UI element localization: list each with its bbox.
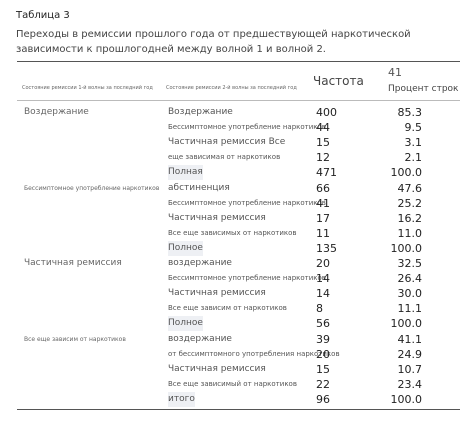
row-label: еще зависимая от наркотиков [168, 153, 281, 162]
frequency: 400 [316, 106, 337, 119]
frequency: 12 [316, 151, 330, 165]
row-label: воздержание [168, 258, 232, 268]
group-label: Частичная ремиссия [24, 258, 122, 268]
header-cell: Состояние ремиссии 2-й волны за последни… [166, 85, 297, 91]
frequency: 15 [316, 136, 330, 150]
row-label: от бессимптомного употребления наркотико… [168, 349, 340, 358]
frequency: 14 [316, 287, 330, 301]
row-label: Частичная ремиссия Все [168, 137, 286, 148]
row-label: Воздержание [168, 107, 233, 117]
row-percent: 100.0 [390, 166, 423, 180]
frequency: 20 [316, 257, 330, 270]
row-label: Все еще зависимых от наркотиков [168, 228, 297, 237]
row-label: Полное [168, 240, 203, 256]
header-cell: Процент строк [388, 84, 459, 94]
frequency: 20 [316, 347, 330, 361]
frequency: 66 [316, 181, 330, 195]
group-label: Бессимптомное употребление наркотиков [24, 184, 160, 192]
frequency: 15 [316, 362, 330, 376]
frequency: 39 [316, 332, 330, 346]
group-label: Воздержание [24, 107, 89, 117]
rule [17, 100, 460, 101]
row-percent: 100.0 [390, 317, 423, 331]
header-cell: Частота [313, 74, 364, 88]
frequency: 135 [316, 241, 337, 255]
row-percent: 10.7 [397, 362, 423, 376]
row-percent: 100.0 [390, 241, 423, 255]
row-percent: 9.5 [404, 121, 423, 135]
row-percent: 11.1 [397, 302, 423, 316]
frequency: 471 [316, 166, 337, 180]
frequency: 56 [316, 317, 330, 331]
row-percent: 47.6 [397, 181, 423, 195]
row-label: Все еще зависимый от наркотиков [168, 379, 297, 388]
row-percent: 100.0 [390, 392, 423, 406]
row-percent: 3.1 [404, 136, 423, 150]
group-label: Все еще зависим от наркотиков [24, 335, 126, 343]
row-label: Все еще зависим от наркотиков [168, 304, 287, 313]
row-percent: 30.0 [397, 287, 423, 301]
frequency: 8 [316, 302, 323, 316]
caption: Таблица 3 [16, 10, 70, 21]
row-label: Бессимптомное употребление наркотиков [168, 123, 326, 132]
frequency: 41 [316, 196, 330, 210]
header-cell: Состояние ремиссии 1-й волны за последни… [22, 85, 153, 91]
frequency: 11 [316, 226, 330, 240]
header-cell: 41 [388, 66, 402, 79]
row-percent: 2.1 [404, 151, 423, 165]
frequency: 17 [316, 211, 330, 225]
title: Переходы в ремиссии прошлого года от пре… [16, 29, 411, 55]
row-percent: 85.3 [397, 106, 423, 119]
row-percent: 26.4 [397, 272, 423, 286]
row-percent: 16.2 [397, 211, 423, 225]
row-percent: 23.4 [397, 377, 423, 391]
row-label: Полное [168, 316, 203, 332]
row-label: итого [168, 391, 195, 407]
row-percent: 11.0 [397, 226, 423, 240]
row-label: Частичная ремиссия [168, 212, 266, 223]
frequency: 14 [316, 272, 330, 286]
frequency: 22 [316, 377, 330, 391]
row-label: Частичная ремиссия [168, 288, 266, 299]
row-percent: 41.1 [397, 332, 423, 346]
row-label: Частичная ремиссия [168, 363, 266, 374]
row-label: Бессимптомное употребление наркотиков [168, 274, 326, 283]
frequency: 44 [316, 121, 330, 135]
rule [17, 409, 460, 410]
row-label: Бессимптомное употребление наркотиков [168, 198, 326, 207]
rule [17, 61, 460, 62]
row-percent: 25.2 [397, 196, 423, 210]
row-percent: 24.9 [397, 347, 423, 361]
frequency: 96 [316, 392, 330, 406]
row-label: абстиненция [168, 182, 230, 193]
row-label: воздержание [168, 333, 232, 344]
row-label: Полная [168, 165, 203, 181]
row-percent: 32.5 [397, 257, 423, 270]
